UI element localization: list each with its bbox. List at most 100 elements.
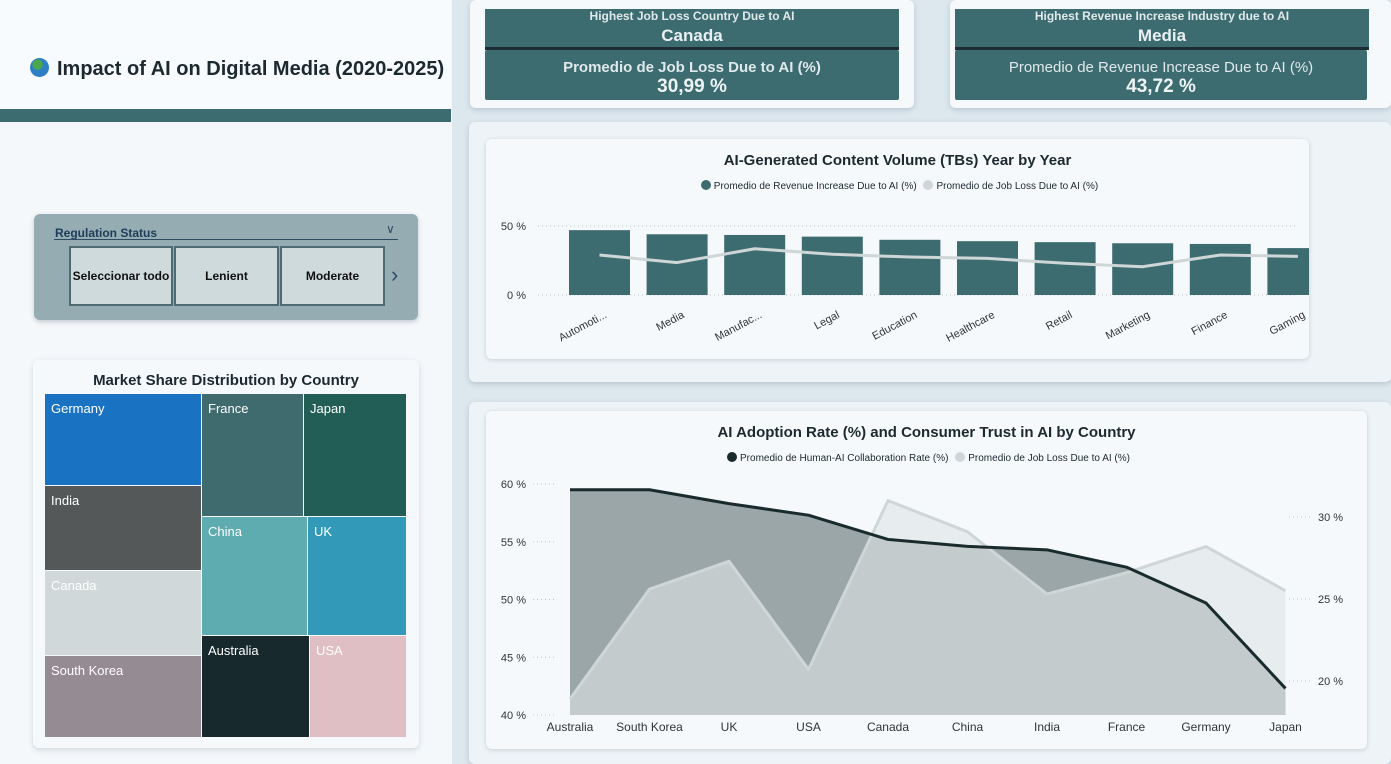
- y-left-tick-label: 45 %: [501, 652, 526, 664]
- tile-label: Japan: [310, 401, 346, 416]
- y-right-tick-label: 20 %: [1318, 676, 1343, 688]
- x-tick-label: UK: [721, 720, 738, 734]
- kpi-metric-value: 43,72 %: [1126, 76, 1196, 97]
- chevron-right-icon[interactable]: ›: [391, 262, 399, 287]
- legend-label-collab: Promedio de Human-AI Collaboration Rate …: [740, 453, 949, 464]
- y-right-tick-label: 25 %: [1318, 594, 1343, 606]
- y-left-tick-label: 55 %: [501, 537, 526, 549]
- y-right-tick-label: 30 %: [1318, 512, 1343, 524]
- kpi-metric-label: Promedio de Revenue Increase Due to AI (…: [1008, 59, 1314, 76]
- area-fill-jobloss: [570, 500, 1286, 715]
- area-chart-title: AI Adoption Rate (%) and Consumer Trust …: [717, 424, 1136, 441]
- bar[interactable]: [1189, 243, 1251, 295]
- x-tick-label: Japan: [1269, 720, 1302, 734]
- x-tick-label: Education: [870, 309, 919, 343]
- treemap-tile-uk[interactable]: UK: [308, 517, 406, 635]
- chevron-down-icon[interactable]: ∨: [386, 222, 395, 236]
- kpi-header: Highest Job Loss Country Due to AI: [485, 9, 899, 26]
- treemap-tile-france[interactable]: France: [202, 394, 303, 516]
- legend-dot-revenue: [700, 180, 711, 190]
- x-tick-label: Gaming: [1268, 309, 1308, 338]
- x-tick-label: Retail: [1044, 309, 1074, 333]
- x-tick-label: India: [1034, 720, 1060, 734]
- x-tick-label: USA: [796, 720, 821, 734]
- bar-chart-legend: Promedio de Revenue Increase Due to AI (…: [486, 180, 1309, 192]
- area-chart-legend: Promedio de Human-AI Collaboration Rate …: [486, 452, 1367, 464]
- kpi-metric-label: Promedio de Job Loss Due to AI (%): [563, 59, 821, 76]
- kpi-card-job-loss: Highest Job Loss Country Due to AI Canad…: [470, 0, 914, 108]
- tile-label: USA: [316, 643, 343, 658]
- kpi-card-revenue: Highest Revenue Increase Industry due to…: [950, 0, 1391, 108]
- tile-label: South Korea: [51, 663, 124, 678]
- slicer-divider: [54, 239, 398, 240]
- x-tick-label: Manufac...: [713, 309, 764, 344]
- slicer-option-lenient[interactable]: Lenient: [174, 246, 279, 306]
- treemap-title: Market Share Distribution by Country: [93, 372, 359, 389]
- legend-label-revenue: Promedio de Revenue Increase Due to AI (…: [713, 181, 917, 192]
- x-tick-label: Germany: [1181, 720, 1230, 734]
- series-line-jobloss: [599, 247, 1298, 269]
- kpi-metric-box: Promedio de Revenue Increase Due to AI (…: [955, 50, 1367, 100]
- x-tick-label: Marketing: [1104, 309, 1152, 342]
- treemap-tile-south-korea[interactable]: South Korea: [45, 656, 201, 737]
- treemap-tile-india[interactable]: India: [45, 486, 201, 570]
- bar[interactable]: [646, 234, 708, 295]
- bar[interactable]: [879, 239, 941, 295]
- y-left-tick-label: 40 %: [501, 710, 526, 722]
- x-tick-label: Automoti...: [557, 309, 609, 344]
- bar[interactable]: [1034, 242, 1096, 295]
- legend-dot-collab: [727, 452, 738, 462]
- x-tick-label: Media: [654, 309, 687, 334]
- x-tick-label: Legal: [812, 309, 841, 332]
- bar[interactable]: [724, 234, 786, 295]
- kpi-value: Media: [955, 26, 1369, 47]
- bar[interactable]: [801, 236, 863, 295]
- slicer-option-moderate[interactable]: Moderate: [280, 246, 385, 306]
- slicer-title: Regulation Status: [55, 226, 158, 240]
- tile-label: UK: [314, 524, 333, 539]
- kpi-metric-box: Promedio de Job Loss Due to AI (%) 30,99…: [485, 50, 899, 100]
- treemap-tile-germany[interactable]: Germany: [45, 394, 201, 485]
- treemap-tile-canada[interactable]: Canada: [45, 571, 201, 655]
- x-tick-label: Finance: [1190, 309, 1230, 338]
- treemap-tile-china[interactable]: China: [202, 517, 307, 635]
- y-left-tick-label: 60 %: [501, 479, 526, 491]
- bar[interactable]: [1112, 243, 1174, 295]
- area-chart-card: AI Adoption Rate (%) and Consumer Trust …: [486, 411, 1367, 749]
- regulation-status-slicer[interactable]: Regulation Status ∨ Seleccionar todo Len…: [34, 214, 418, 320]
- x-tick-label: France: [1108, 720, 1146, 734]
- bar-chart-svg: 50 % 0 % Automoti... Media Manufac... Legal Ed…: [501, 221, 1309, 345]
- y-left-tick-label: 50 %: [501, 595, 526, 607]
- title-accent-bar: [0, 109, 451, 122]
- x-tick-label: Australia: [547, 720, 594, 734]
- series-line-collab: [570, 488, 1287, 690]
- tile-label: Australia: [208, 643, 259, 658]
- treemap-tile-usa[interactable]: USA: [310, 636, 406, 737]
- x-tick-label: Canada: [867, 720, 909, 734]
- legend-dot-jobloss: [955, 452, 966, 462]
- area-chart-svg: 60 % 55 % 50 % 45 % 40 % 30 % 25 % 20 % Australi…: [501, 479, 1343, 734]
- tile-label: Canada: [51, 578, 97, 593]
- treemap-tile-japan[interactable]: Japan: [304, 394, 406, 516]
- globe-icon: [30, 58, 49, 77]
- x-tick-label: Healthcare: [944, 309, 997, 345]
- kpi-header: Highest Revenue Increase Industry due to…: [955, 9, 1369, 26]
- bar-chart-title: AI-Generated Content Volume (TBs) Year b…: [723, 152, 1072, 169]
- x-tick-label: South Korea: [616, 720, 683, 734]
- treemap-tile-australia[interactable]: Australia: [202, 636, 309, 737]
- left-column: Impact of AI on Digital Media (2020-2025…: [0, 0, 452, 764]
- kpi-metric-value: 30,99 %: [657, 76, 727, 97]
- kpi-divider: [955, 47, 1369, 50]
- bar[interactable]: [957, 241, 1018, 295]
- slicer-option-select-all[interactable]: Seleccionar todo: [69, 246, 173, 306]
- title-card: Impact of AI on Digital Media (2020-2025…: [0, 0, 451, 110]
- y-tick-label: 0 %: [507, 290, 526, 302]
- bar[interactable]: [569, 230, 630, 295]
- tile-label: China: [208, 524, 242, 539]
- bar-chart-card: AI-Generated Content Volume (TBs) Year b…: [486, 139, 1309, 359]
- kpi-value: Canada: [485, 26, 899, 47]
- legend-dot-jobloss: [923, 180, 934, 190]
- y-tick-label: 50 %: [501, 221, 526, 233]
- page-title-text: Impact of AI on Digital Media (2020-2025…: [57, 58, 445, 80]
- legend-label-jobloss: Promedio de Job Loss Due to AI (%): [968, 453, 1130, 464]
